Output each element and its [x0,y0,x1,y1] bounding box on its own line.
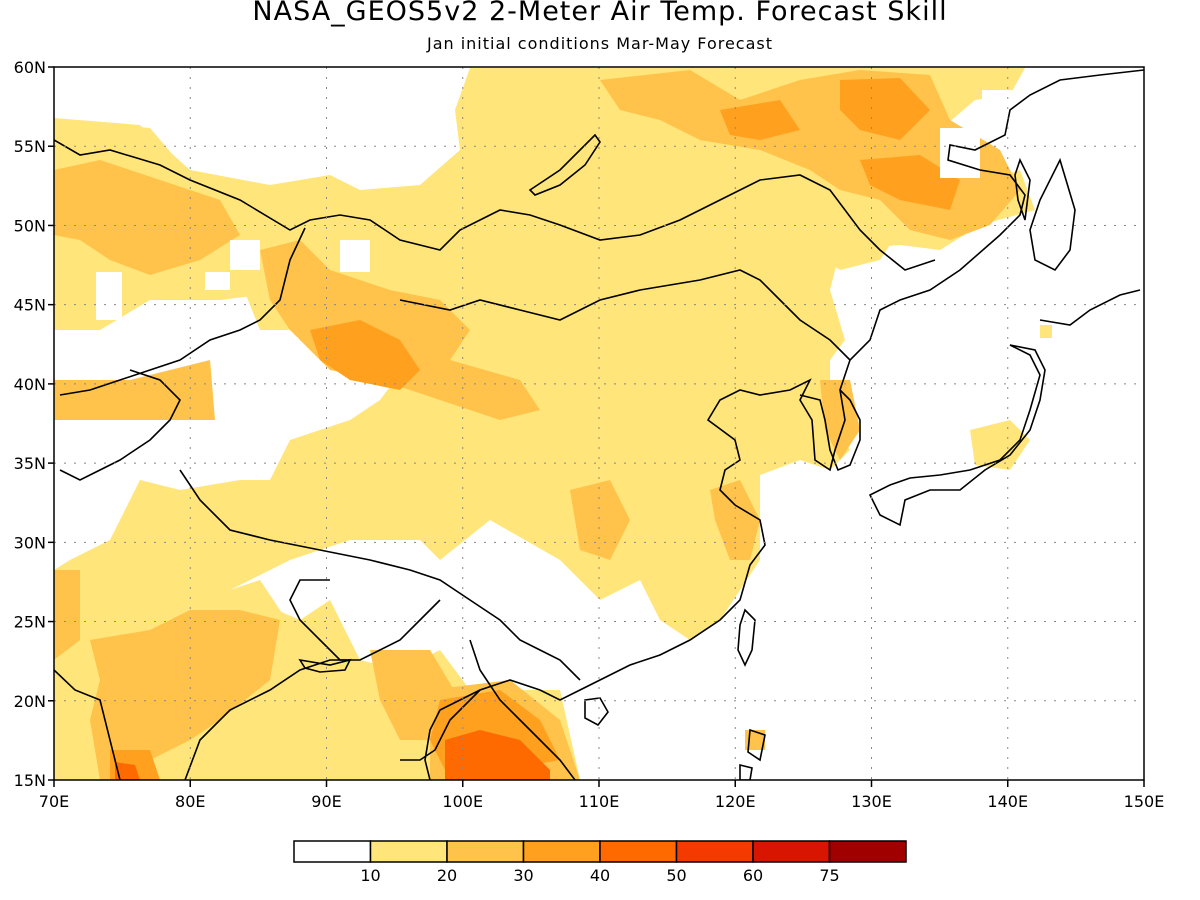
lon-tick-label: 80E [175,792,205,811]
skill-region-20-30 [570,480,630,560]
colorbar-swatch [369,840,448,863]
skill-region-30-40 [720,100,800,140]
colorbar-swatch [752,840,831,863]
colorbar: 10 20 30 40 50 60 75 [293,840,907,885]
lat-tick-label: 60N [14,58,46,77]
map-title: NASA_GEOS5v2 2-Meter Air Temp. Forecast … [252,0,948,27]
no-skill-box [96,272,122,320]
country-border [424,689,481,780]
lake-baikal [528,133,601,196]
map-subtitle: Jan initial conditions Mar-May Forecast [426,34,774,53]
colorbar-label: 20 [437,866,457,885]
no-skill-box [940,128,980,178]
longitude-axis: 70E 80E 90E 100E 110E 120E 130E 140E 150E [39,780,1165,811]
colorbar-label: 40 [590,866,610,885]
coastline-sri-lanka-bay [298,658,352,673]
no-skill-box [230,240,260,270]
lat-tick-label: 15N [14,771,46,790]
no-skill-box [205,272,230,290]
colorbar-swatch [522,840,601,863]
skill-region-20-30 [54,160,240,275]
lon-tick-label: 110E [579,792,620,811]
colorbar-label: 50 [666,866,686,885]
coastline-south-asia [54,659,350,780]
skill-region-20-30 [54,360,215,420]
country-border [399,269,851,361]
skill-region-10-20 [1040,325,1052,338]
lon-tick-label: 140E [987,792,1028,811]
skill-region-30-40 [310,320,420,390]
country-border [54,139,936,271]
colorbar-label: 75 [819,866,839,885]
skill-region-20-30 [260,240,540,420]
coastline-hainan [584,697,609,727]
lat-tick-label: 45N [14,296,46,315]
lat-tick-label: 25N [14,613,46,632]
colorbar-label: 30 [513,866,533,885]
colorbar-swatch [599,840,678,863]
lat-tick-label: 35N [14,454,46,473]
skill-region-20-30 [710,480,760,560]
coastline-taiwan [737,608,756,667]
colorbar-swatch [446,840,525,863]
colorbar-swatch [675,840,754,863]
lat-tick-label: 55N [14,137,46,156]
country-border [289,579,441,661]
coastline-sakhalin [1014,157,1031,221]
country-border [179,469,581,681]
coastline-korea [799,389,861,472]
skill-region-30-40 [840,78,930,140]
skill-region-30-40 [860,155,960,210]
country-border [59,369,181,481]
lon-tick-label: 130E [851,792,892,811]
skill-region-20-30 [90,610,280,780]
no-skill-box [273,337,298,367]
lon-tick-label: 100E [442,792,483,811]
lat-tick-label: 20N [14,692,46,711]
colorbar-label: 10 [360,866,380,885]
lon-tick-label: 120E [715,792,756,811]
country-border [469,639,576,780]
lon-tick-label: 70E [39,792,69,811]
lon-tick-label: 90E [311,792,341,811]
lat-tick-label: 30N [14,533,46,552]
skill-region-10-20 [520,270,800,420]
skill-region-40-50 [115,762,140,780]
coastlines [54,69,1144,780]
lat-tick-label: 40N [14,375,46,394]
country-border [59,227,306,396]
colorbar-label: 60 [743,866,763,885]
coastline-japan [1029,157,1076,272]
graticule [54,67,1144,780]
lon-tick-label: 150E [1124,792,1165,811]
lat-tick-label: 50N [14,216,46,235]
latitude-axis: 60N 55N 50N 45N 40N 35N 30N 25N 20N 15N [14,58,54,790]
skill-region-20-30 [54,570,80,660]
colorbar-swatch [293,840,372,863]
skill-region-10-20 [970,420,1030,470]
coastline-east-asia [400,69,1144,761]
skill-shading [54,68,1052,780]
coastline-japan [868,289,1141,527]
coastline-philippines [739,728,766,780]
skill-region-40-50 [445,730,550,780]
colorbar-swatch [828,840,907,863]
no-skill-box [340,240,370,272]
